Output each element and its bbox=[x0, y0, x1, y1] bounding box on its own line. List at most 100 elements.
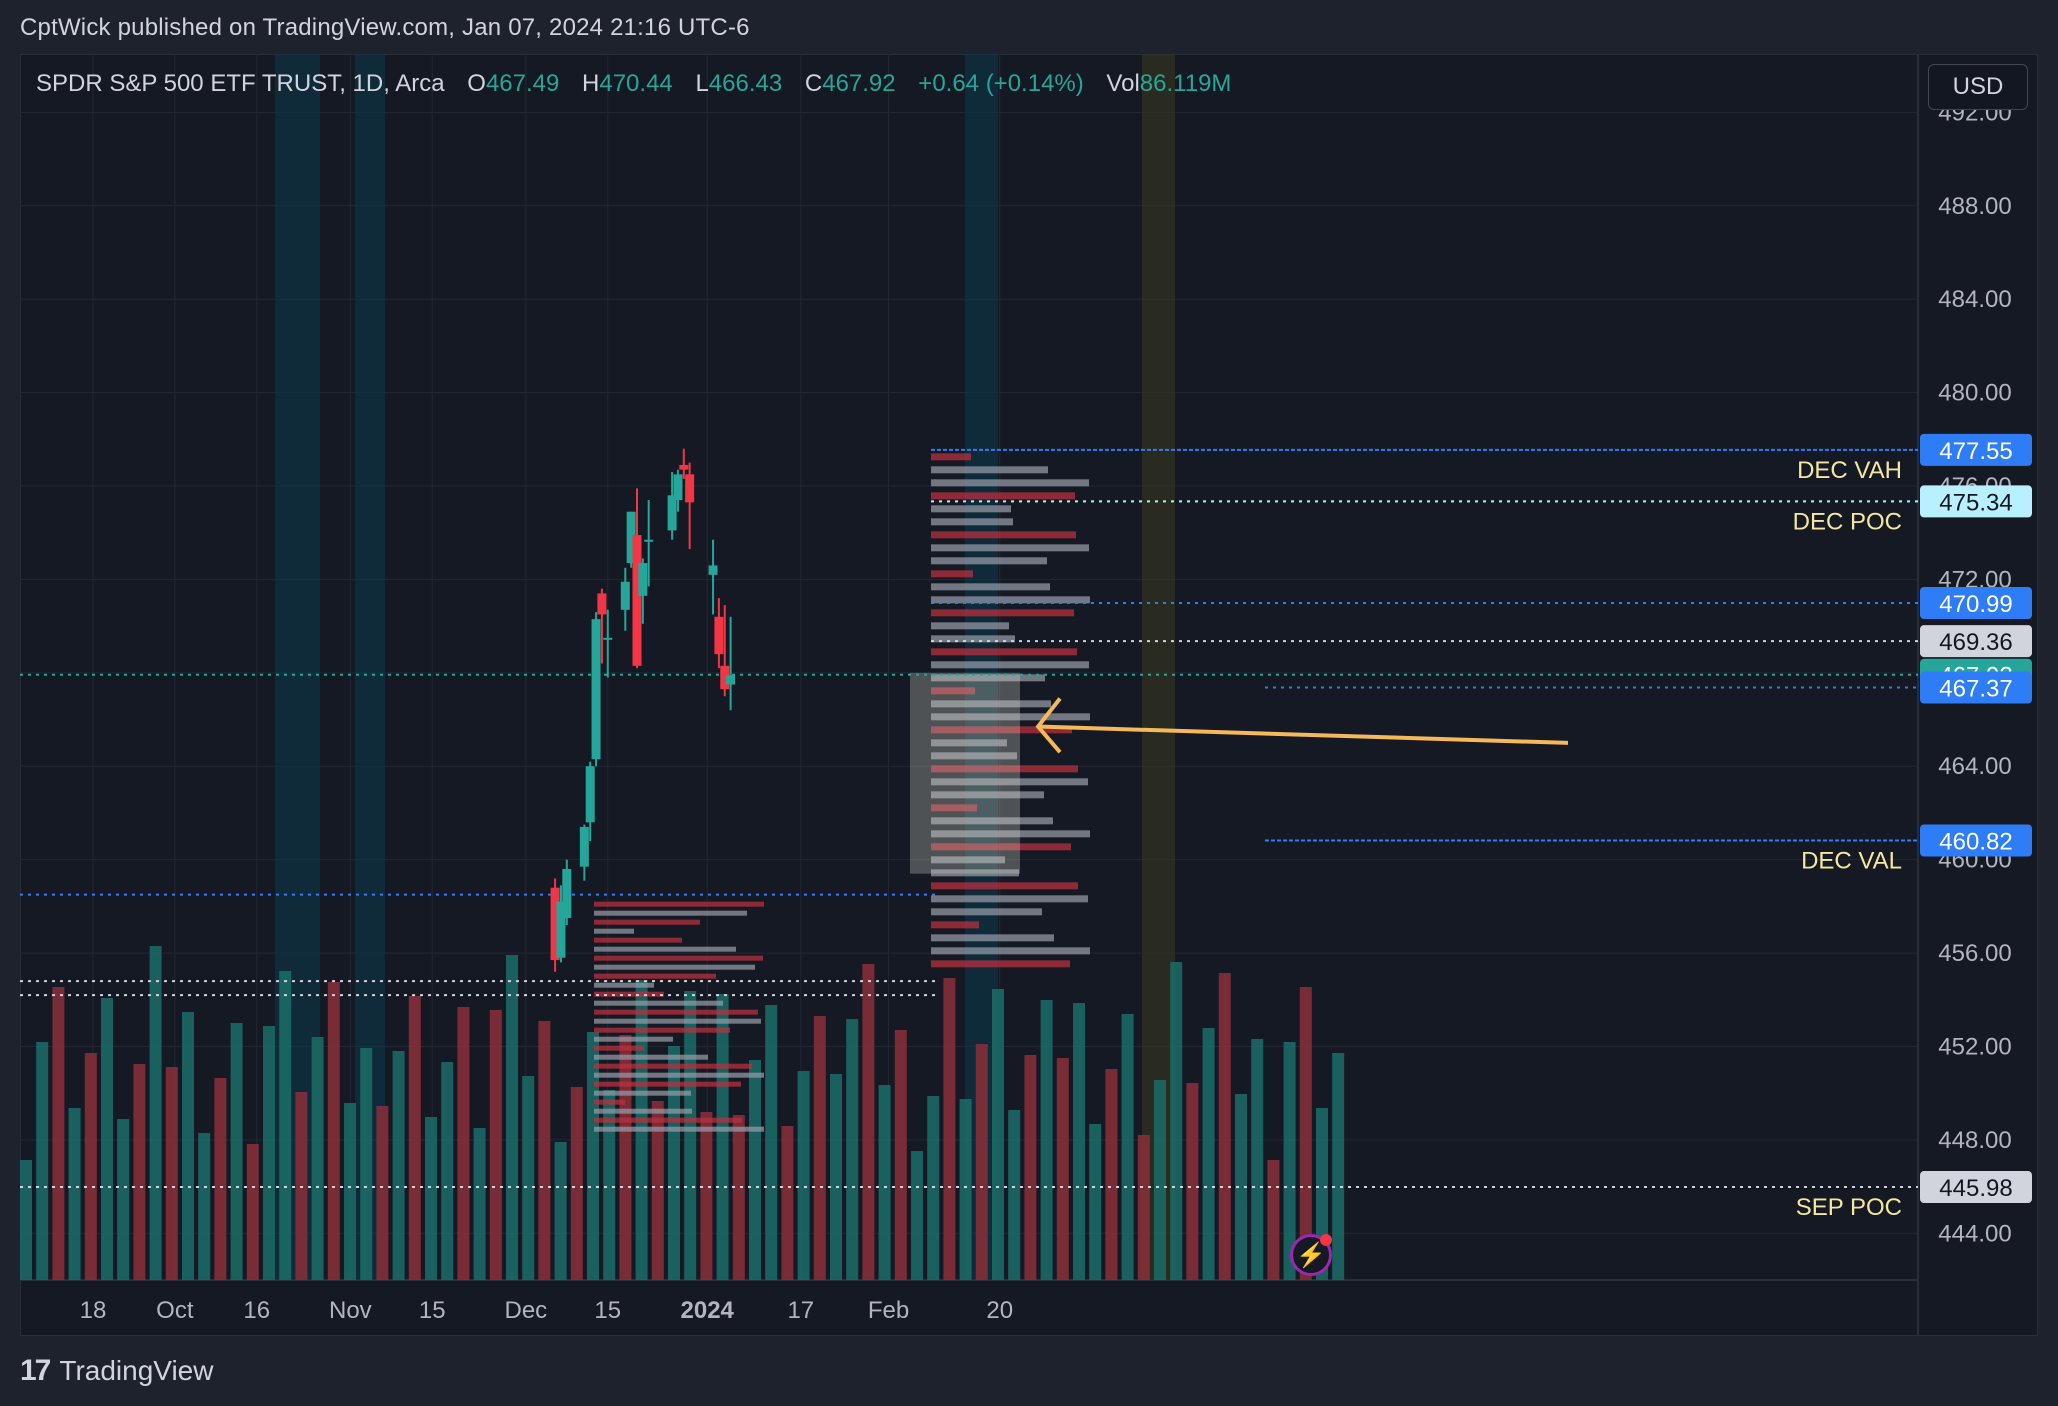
price-level-value: 467.37 bbox=[1939, 676, 2012, 703]
volume-profile-bar bbox=[931, 700, 1051, 708]
volume-profile-bar bbox=[931, 843, 1071, 851]
volume-bar bbox=[878, 1085, 891, 1280]
open-value: 467.49 bbox=[485, 70, 560, 97]
volume-profile-bar bbox=[931, 648, 1077, 656]
candle-body bbox=[720, 665, 730, 690]
volume-profile-bar bbox=[931, 895, 1088, 903]
volume-bar bbox=[214, 1078, 227, 1280]
low-value: 466.43 bbox=[708, 70, 783, 97]
volume-profile-bar bbox=[931, 713, 1090, 721]
volume-bar bbox=[1283, 1042, 1296, 1280]
volume-bar bbox=[20, 1160, 32, 1280]
y-tick-label: 484.00 bbox=[1938, 286, 2011, 313]
high-label: H bbox=[582, 70, 600, 97]
volume-profile-bar bbox=[594, 1081, 741, 1087]
volume-profile-bar bbox=[594, 1045, 644, 1051]
level-name-label: DEC VAH bbox=[1797, 457, 1902, 484]
low-label: L bbox=[695, 70, 709, 97]
volume-profile-bar bbox=[931, 804, 977, 812]
volume-bar bbox=[408, 996, 421, 1280]
volume-bar bbox=[1121, 1014, 1134, 1280]
volume-bar bbox=[862, 964, 875, 1280]
change-value: +0.64 (+0.14%) bbox=[918, 70, 1084, 97]
volume-bar bbox=[716, 994, 729, 1280]
price-level-value: 470.99 bbox=[1939, 591, 2012, 618]
volume-bar bbox=[1299, 987, 1312, 1280]
volume-profile-bar bbox=[931, 739, 1007, 747]
volume-bar bbox=[506, 955, 518, 1280]
volume-profile-bar bbox=[931, 531, 1076, 539]
volume-profile-bar bbox=[931, 453, 971, 461]
volume-bar bbox=[668, 1046, 680, 1280]
notification-dot bbox=[1320, 1234, 1332, 1246]
candle-body bbox=[556, 901, 566, 958]
volume-bar bbox=[992, 989, 1004, 1280]
x-tick-label: Feb bbox=[868, 1297, 909, 1324]
volume-profile-bar bbox=[594, 1090, 691, 1096]
volume-profile-bar bbox=[594, 1072, 764, 1078]
volume-profile-bar bbox=[931, 596, 1090, 604]
candle-body bbox=[585, 766, 595, 823]
volume-profile-bar bbox=[931, 635, 1015, 643]
volume-profile-bar bbox=[931, 557, 1047, 565]
volume-profile-bar bbox=[931, 518, 1013, 526]
volume-profile-bar bbox=[594, 937, 682, 943]
volume-bar bbox=[1056, 1058, 1069, 1280]
volume-bar bbox=[198, 1133, 211, 1280]
candle-body bbox=[667, 495, 677, 531]
close-value: 467.92 bbox=[822, 70, 896, 97]
candle-body bbox=[579, 826, 589, 867]
y-tick-label: 452.00 bbox=[1938, 1033, 2011, 1060]
volume-bar bbox=[619, 1035, 632, 1280]
x-tick-label: 15 bbox=[419, 1297, 446, 1324]
volume-bar bbox=[651, 1101, 664, 1280]
currency-button[interactable]: USD bbox=[1928, 64, 2028, 110]
volume-bar bbox=[1251, 1039, 1264, 1280]
volume-bar bbox=[975, 1044, 988, 1280]
candle-body bbox=[591, 619, 601, 760]
price-level-value: 445.98 bbox=[1939, 1175, 2012, 1202]
price-chart[interactable]: 492.00488.00484.00480.00476.00472.00468.… bbox=[0, 0, 2058, 1340]
price-level-tag bbox=[1920, 433, 2032, 466]
y-tick-label: 488.00 bbox=[1938, 193, 2011, 220]
volume-profile-bar bbox=[594, 910, 747, 916]
volume-profile-bar bbox=[594, 1018, 761, 1024]
volume-bar bbox=[1235, 1094, 1247, 1280]
candle-body bbox=[714, 616, 724, 655]
volume-bar bbox=[52, 987, 65, 1280]
volume-profile-bar bbox=[594, 919, 700, 925]
volume-profile-bar bbox=[594, 1000, 723, 1006]
volume-bar bbox=[684, 991, 697, 1280]
y-tick-label: 456.00 bbox=[1938, 940, 2011, 967]
volume-bar bbox=[263, 1026, 275, 1280]
x-tick-label: Oct bbox=[156, 1297, 194, 1324]
tradingview-logo[interactable]: 17 TradingView bbox=[20, 1354, 213, 1388]
volume-profile-bar bbox=[931, 960, 1070, 968]
tradingview-mark-icon: 17 bbox=[20, 1354, 51, 1387]
volume-profile-bar bbox=[931, 882, 1078, 890]
volume-profile-bar bbox=[594, 1108, 692, 1114]
volume-profile-bar bbox=[594, 1009, 758, 1015]
volume-bar bbox=[133, 1064, 146, 1280]
volume-bar bbox=[441, 1062, 454, 1280]
volume-bar bbox=[1186, 1083, 1199, 1280]
price-level-value: 475.34 bbox=[1939, 489, 2012, 516]
candle-body bbox=[597, 593, 607, 615]
volume-bar bbox=[1267, 1160, 1280, 1280]
volume-profile-bar bbox=[931, 791, 1044, 799]
tradingview-brand: TradingView bbox=[59, 1355, 214, 1386]
volume-bar bbox=[425, 1117, 437, 1280]
volume-profile-bar bbox=[931, 869, 1019, 877]
volume-bar bbox=[554, 1142, 567, 1280]
volume-bar bbox=[327, 982, 340, 1280]
volume-bar bbox=[1024, 1055, 1037, 1280]
lightning-icon[interactable]: ⚡ bbox=[1290, 1234, 1332, 1276]
volume-profile-bar bbox=[931, 778, 1088, 786]
volume-profile-bar bbox=[594, 1126, 764, 1132]
volume-bar bbox=[473, 1128, 486, 1280]
candle-body bbox=[603, 637, 613, 640]
volume-bar bbox=[230, 1023, 243, 1280]
volume-profile-bar bbox=[931, 856, 1005, 864]
volume-bar bbox=[587, 1032, 599, 1280]
volume-bar bbox=[570, 1087, 583, 1280]
